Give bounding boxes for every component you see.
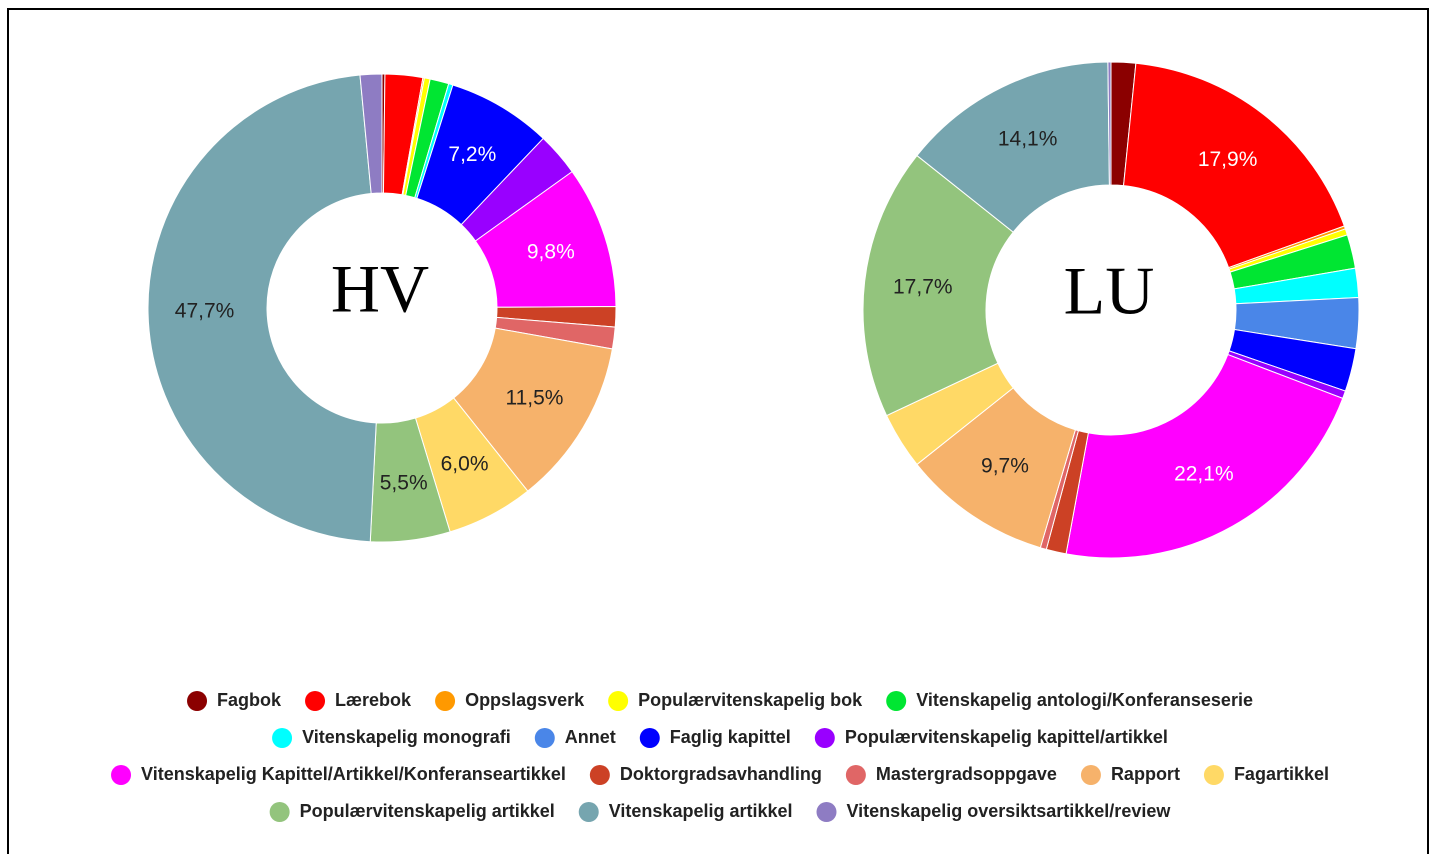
- slice-label: 47,7%: [175, 299, 235, 322]
- slice-label: 11,5%: [505, 386, 563, 409]
- slice: [359, 73, 383, 195]
- legend-swatch: [111, 765, 132, 785]
- slice-label: 14,1%: [998, 127, 1058, 150]
- chart-title: LU: [1064, 253, 1155, 329]
- slice-label: 9,7%: [981, 455, 1029, 478]
- legend-swatch: [639, 728, 660, 748]
- legend-label: Populærvitenskapelig artikkel: [300, 801, 555, 821]
- legend-swatch: [1080, 765, 1101, 785]
- legend-label: Populærvitenskapelig kapittel/artikkel: [845, 727, 1168, 747]
- legend-label: Vitenskapelig oversiktsartikkel/review: [847, 801, 1172, 821]
- slice-label: 6,0%: [441, 453, 489, 476]
- legend-swatch: [578, 802, 599, 822]
- legend-swatch: [816, 802, 837, 822]
- legend-label: Faglig kapittel: [670, 727, 791, 747]
- legend-swatch: [534, 728, 555, 748]
- slice-label: 5,5%: [380, 472, 428, 495]
- legend-label: Oppslagsverk: [465, 690, 585, 710]
- legend-label: Vitenskapelig antologi/Konferanseserie: [916, 690, 1253, 710]
- legend-label: Mastergradsoppgave: [876, 764, 1057, 784]
- legend-label: Fagbok: [217, 690, 282, 710]
- slice: [1065, 353, 1344, 559]
- legend-label: Annet: [565, 727, 616, 747]
- slice: [1123, 62, 1345, 269]
- slice-label: 9,8%: [527, 241, 575, 264]
- legend-label: Rapport: [1111, 764, 1180, 784]
- legend-label: Doktorgradsavhandling: [620, 764, 822, 784]
- legend-label: Vitenskapelig Kapittel/Artikkel/Konferan…: [141, 764, 566, 784]
- legend-label: Lærebok: [335, 690, 412, 710]
- legend-swatch: [1203, 765, 1224, 785]
- legend-swatch: [589, 765, 610, 785]
- legend-swatch: [814, 728, 835, 748]
- legend-swatch: [845, 765, 866, 785]
- slice: [916, 61, 1110, 233]
- slice: [1107, 61, 1112, 186]
- slice-label: 17,9%: [1198, 148, 1258, 171]
- slice-label: 7,2%: [448, 143, 496, 166]
- slice-label: 22,1%: [1174, 463, 1234, 486]
- legend-label: Vitenskapelig monografi: [302, 727, 511, 747]
- slice: [862, 154, 1014, 417]
- legend-swatch: [187, 691, 208, 711]
- legend-label: Vitenskapelig artikkel: [609, 801, 793, 821]
- legend-swatch: [269, 802, 290, 822]
- legend-swatch: [272, 728, 293, 748]
- legend-label: Populærvitenskapelig bok: [638, 690, 863, 710]
- legend-swatch: [886, 691, 907, 711]
- chart-title: HV: [331, 251, 429, 327]
- slice: [147, 74, 377, 543]
- frame: [7, 8, 1429, 854]
- legend-label: Fagartikkel: [1234, 764, 1329, 784]
- legend-swatch: [608, 691, 629, 711]
- slice-label: 17,7%: [893, 276, 953, 299]
- legend-swatch: [305, 691, 326, 711]
- legend-swatch: [435, 691, 456, 711]
